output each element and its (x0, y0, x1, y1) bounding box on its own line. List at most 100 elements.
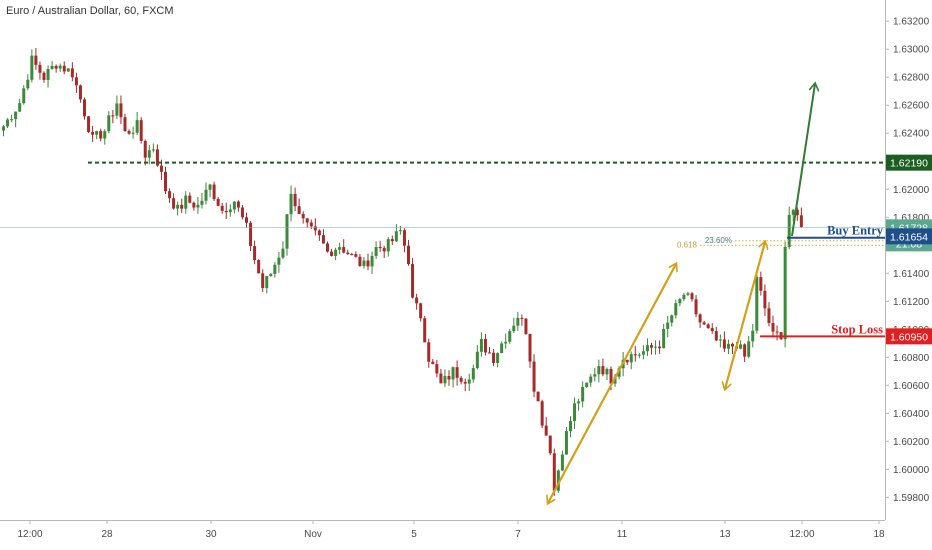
candle-body (682, 294, 686, 300)
candle-body (180, 204, 184, 209)
candle-body (249, 222, 253, 247)
resistance-price-tag: 1.62190 (890, 158, 928, 170)
candle-body (26, 79, 30, 89)
candle-body (22, 88, 26, 104)
candle-body (46, 69, 50, 80)
candle-body (516, 317, 520, 326)
candle-body (714, 331, 718, 341)
candle-body (184, 195, 188, 209)
candle-body (641, 351, 645, 355)
candle-body (135, 120, 139, 133)
candle-body (208, 184, 212, 190)
candle-body (467, 379, 471, 384)
x-tick-label: 18 (873, 529, 885, 540)
swing-arrow (724, 242, 765, 390)
x-tick-label: 12:00 (17, 529, 42, 540)
candle-body (593, 374, 597, 377)
candle-body (451, 367, 455, 380)
candle-body (91, 131, 95, 135)
candle-body (597, 366, 601, 375)
candle-body (439, 373, 443, 384)
candle-body (613, 376, 617, 384)
candle-body (155, 149, 159, 166)
candle-body (569, 420, 572, 432)
candle-body (123, 117, 127, 132)
candle-body (500, 343, 504, 354)
candle-body (240, 207, 244, 218)
candle-body (443, 376, 447, 384)
candle-body (350, 254, 354, 256)
candle-body (666, 322, 670, 329)
candle-body (107, 115, 111, 132)
candle-body (330, 251, 334, 256)
candle-body (232, 201, 236, 210)
candle-body (419, 303, 423, 319)
y-tick-label: 1.62600 (893, 101, 930, 112)
candle-body (536, 391, 540, 402)
candle-body (317, 230, 321, 236)
candle-body (277, 257, 281, 265)
candle-body (520, 317, 524, 319)
candle-body (301, 213, 305, 219)
candle-body (321, 235, 325, 244)
swing-arrow (547, 264, 676, 504)
candle-body (70, 68, 74, 78)
candle-body (326, 243, 329, 252)
candle-body (552, 453, 556, 491)
candle-body (313, 226, 317, 231)
candle-body (338, 247, 342, 250)
y-tick-label: 1.60800 (893, 353, 930, 364)
candle-body (544, 425, 548, 436)
buy-entry-label: Buy Entry (827, 224, 884, 238)
candle-body (686, 293, 690, 295)
candle-body (30, 55, 34, 80)
candle-body (115, 103, 119, 116)
candle-body (196, 204, 200, 208)
candle-body (253, 246, 257, 261)
candle-body (151, 149, 155, 151)
candle-body (763, 290, 767, 309)
candle-body (504, 341, 508, 344)
candle-body (609, 368, 613, 384)
candle-body (342, 247, 346, 253)
stop-loss-label: Stop Loss (831, 322, 883, 336)
candle-body (362, 260, 366, 266)
candle-body (524, 318, 528, 334)
candle-body (143, 140, 147, 158)
x-tick-label: 28 (101, 529, 113, 540)
candle-body (726, 343, 730, 349)
candle-body (678, 299, 682, 304)
candle-body (431, 361, 435, 365)
candle-body (6, 119, 10, 127)
fib-level-label: 23.60% (705, 236, 732, 245)
candle-body (427, 342, 431, 362)
candle-body (66, 68, 70, 72)
candle-body (398, 230, 402, 232)
candle-body (662, 328, 666, 349)
candle-body (95, 131, 99, 135)
stop-loss-price-tag: 1.60950 (890, 331, 928, 343)
candle-body (787, 214, 791, 247)
candle-body (415, 297, 419, 304)
candle-body (374, 247, 378, 256)
candle-body (560, 454, 564, 471)
candle-body (694, 299, 698, 315)
candle-body (645, 345, 649, 352)
candle-body (257, 260, 261, 274)
candle-body (483, 339, 487, 353)
candle-body (127, 131, 131, 134)
candle-body (378, 247, 382, 249)
candle-body (508, 331, 512, 342)
candle-body (34, 55, 38, 65)
projection-arrow (791, 84, 815, 237)
candle-body (654, 346, 658, 348)
candle-body (706, 324, 710, 329)
candle-body (585, 382, 589, 387)
candle-body (625, 359, 629, 363)
candle-body (293, 193, 297, 207)
candle-body (589, 376, 593, 383)
candle-body (548, 435, 552, 454)
candle-body (577, 401, 581, 404)
candle-body (297, 206, 301, 214)
